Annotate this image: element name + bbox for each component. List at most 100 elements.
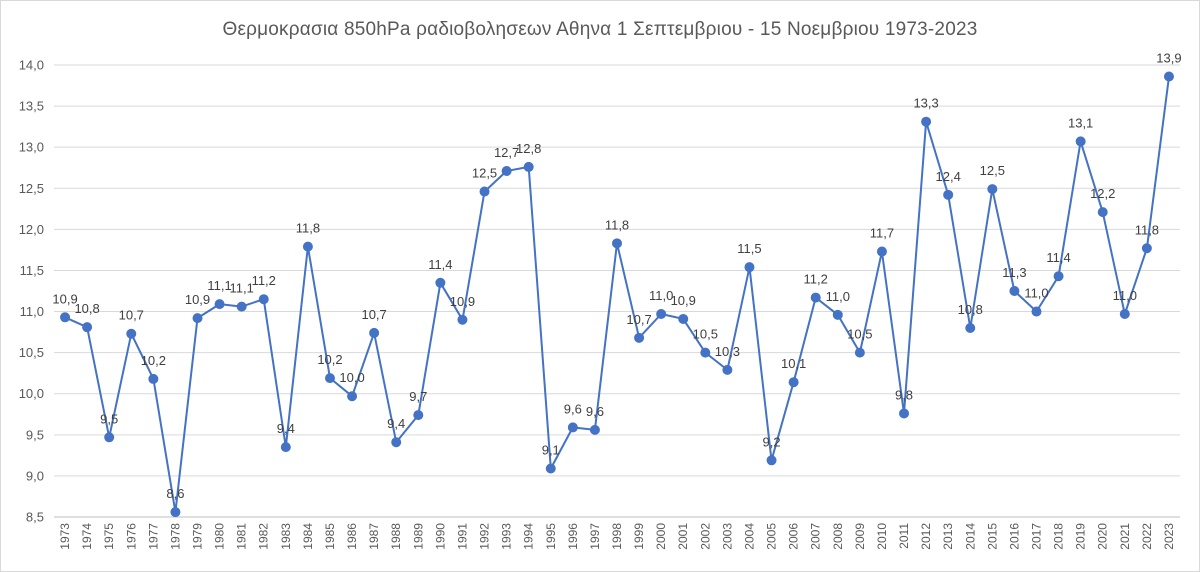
x-tick-label: 2019 <box>1074 523 1088 550</box>
x-tick-label: 2015 <box>985 523 999 550</box>
data-label: 11,0 <box>826 289 850 304</box>
x-tick-label: 1979 <box>191 523 205 550</box>
data-label: 11,3 <box>1002 265 1026 280</box>
x-tick-label: 2020 <box>1096 523 1110 550</box>
y-tick-label: 10,0 <box>19 386 44 401</box>
y-tick-label: 10,5 <box>19 345 44 360</box>
y-tick-label: 9,0 <box>26 468 44 483</box>
data-point <box>391 437 402 448</box>
x-tick-label: 1992 <box>478 523 492 550</box>
data-label: 10,9 <box>52 291 77 306</box>
x-tick-label: 1982 <box>257 523 271 550</box>
data-point <box>192 313 203 324</box>
data-point <box>876 246 887 257</box>
data-label: 11,4 <box>428 257 452 272</box>
x-tick-label: 1990 <box>433 523 447 550</box>
x-tick-label: 2004 <box>742 523 756 550</box>
data-point <box>413 410 424 421</box>
data-label: 11,2 <box>252 273 276 288</box>
x-tick-label: 2005 <box>765 523 779 550</box>
x-tick-label: 2018 <box>1052 523 1066 550</box>
x-tick-label: 2002 <box>698 523 712 550</box>
data-point <box>634 332 645 343</box>
x-tick-label: 1986 <box>345 523 359 550</box>
x-tick-label: 1994 <box>522 523 536 550</box>
data-point <box>744 262 755 273</box>
data-point <box>1009 286 1020 296</box>
data-label: 12,4 <box>936 169 961 184</box>
data-point <box>501 166 512 177</box>
x-tick-label: 1976 <box>124 523 138 550</box>
x-tick-label: 1984 <box>301 523 315 550</box>
data-point <box>921 116 932 127</box>
data-point <box>567 422 578 433</box>
x-tick-label: 2012 <box>919 523 933 550</box>
x-tick-label: 2007 <box>809 523 823 550</box>
data-label: 11,1 <box>229 281 253 296</box>
data-label: 10,7 <box>626 312 651 327</box>
x-tick-label: 2008 <box>831 523 845 550</box>
data-label: 11,1 <box>207 278 231 293</box>
x-tick-label: 2000 <box>654 523 668 550</box>
data-point <box>1053 271 1064 282</box>
data-point <box>1141 243 1152 254</box>
data-point <box>1031 306 1042 317</box>
data-point <box>523 161 534 172</box>
data-point <box>612 238 622 249</box>
x-tick-label: 1977 <box>146 523 160 550</box>
x-tick-label: 1978 <box>168 523 182 550</box>
x-tick-label: 1988 <box>389 523 403 550</box>
y-tick-label: 8,5 <box>26 510 44 525</box>
data-point <box>369 327 380 338</box>
data-label: 11,8 <box>1135 222 1159 237</box>
data-point <box>1119 309 1130 320</box>
data-label: 11,0 <box>649 288 673 303</box>
data-label: 10,8 <box>74 301 99 316</box>
data-label: 9,6 <box>586 404 604 419</box>
data-point <box>258 294 269 305</box>
x-tick-label: 1989 <box>411 523 425 550</box>
data-point <box>700 347 711 358</box>
data-label: 10,3 <box>715 344 740 359</box>
data-label: 9,1 <box>542 443 560 458</box>
x-tick-label: 2021 <box>1118 523 1132 550</box>
x-tick-label: 2016 <box>1007 523 1021 550</box>
x-tick-label: 1980 <box>213 523 227 550</box>
data-point <box>987 184 998 195</box>
data-label: 10,9 <box>185 292 210 307</box>
data-point <box>457 314 468 325</box>
data-point <box>170 507 181 518</box>
data-label: 12,5 <box>472 166 497 181</box>
data-point <box>347 391 358 402</box>
data-label: 13,3 <box>913 96 938 111</box>
y-tick-label: 12,5 <box>19 181 44 196</box>
x-tick-label: 1995 <box>544 523 558 550</box>
data-point <box>1097 207 1108 218</box>
y-tick-label: 13,0 <box>19 140 44 155</box>
data-label: 10,7 <box>361 307 386 322</box>
x-tick-label: 1985 <box>323 523 337 550</box>
data-label: 10,8 <box>958 302 983 317</box>
chart-title: Θερμοκρασια 850hPa ραδιοβολησεων Αθηνα 1… <box>222 19 978 40</box>
data-point <box>656 309 667 320</box>
data-label: 10,5 <box>693 327 718 342</box>
x-tick-label: 2006 <box>787 523 801 550</box>
data-point <box>545 463 556 474</box>
data-label: 10,9 <box>671 293 696 308</box>
data-label: 9,4 <box>277 421 295 436</box>
data-point <box>1163 71 1174 82</box>
x-tick-label: 2011 <box>897 523 911 549</box>
data-point <box>435 277 446 288</box>
data-label: 13,1 <box>1068 115 1093 130</box>
data-label: 11,5 <box>737 241 761 256</box>
x-tick-label: 2009 <box>853 523 867 550</box>
data-point <box>766 455 777 466</box>
data-point <box>832 309 843 320</box>
x-tick-label: 1981 <box>235 523 249 550</box>
data-label: 11,0 <box>1113 288 1137 303</box>
x-tick-label: 1983 <box>279 523 293 550</box>
data-point <box>943 189 954 200</box>
x-tick-label: 1997 <box>588 523 602 550</box>
